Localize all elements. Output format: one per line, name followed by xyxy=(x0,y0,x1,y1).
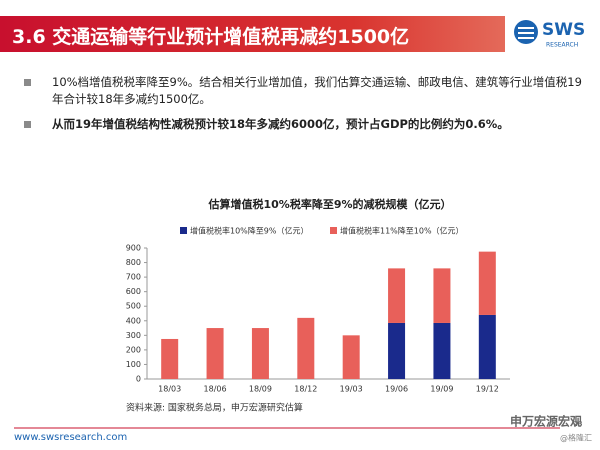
credit: @格隆汇 xyxy=(560,433,592,443)
bar-segment xyxy=(251,328,269,379)
bar-segment xyxy=(478,314,496,379)
x-tick-label: 19/03 xyxy=(340,385,363,394)
bar-segment xyxy=(342,335,360,379)
bar-segment xyxy=(388,268,406,323)
x-tick-label: 18/03 xyxy=(158,385,181,394)
y-tick-label: 400 xyxy=(126,316,141,325)
bullet-text: 10%档增值税税率降至9%。结合相关行业增加值，我们估算交通运输、邮政电信、建筑… xyxy=(52,75,582,106)
bar-segment xyxy=(297,317,315,379)
watermark: 申万宏源宏观 xyxy=(510,414,582,429)
legend-label: 增值税税率11%降至10%（亿元） xyxy=(340,226,464,236)
logo: SWS RESEARCH xyxy=(514,20,585,49)
chart-title: 估算增值税10%税率降至9%的减税规模（亿元） xyxy=(207,197,451,211)
slide-title: 3.6 交通运输等行业预计增值税再减约1500亿 xyxy=(12,26,410,48)
y-tick-label: 600 xyxy=(126,287,141,296)
y-tick-label: 700 xyxy=(126,273,141,282)
x-tick-label: 18/12 xyxy=(294,385,317,394)
bar-segment xyxy=(206,328,224,379)
footer-url: www.swsresearch.com xyxy=(14,432,127,443)
bullet: 从而19年增值税结构性减税预计较18年多减约6000亿，预计占GDP的比例约为0… xyxy=(24,116,592,133)
logo-name: SWS xyxy=(542,20,585,40)
page-number: 23 xyxy=(574,420,583,428)
logo-icon xyxy=(518,27,534,39)
legend-swatch xyxy=(180,227,187,234)
x-tick-label: 19/09 xyxy=(430,385,453,394)
source: 资料来源: 国家税务总局，申万宏源研究估算 xyxy=(126,402,303,414)
bar-segment xyxy=(433,322,451,379)
x-tick-label: 18/06 xyxy=(204,385,227,394)
y-tick-label: 200 xyxy=(126,345,141,354)
y-tick-label: 500 xyxy=(126,302,141,311)
x-tick-label: 19/12 xyxy=(476,385,499,394)
legend-label: 增值税税率10%降至9%（亿元） xyxy=(190,226,308,236)
y-tick-label: 900 xyxy=(126,244,141,253)
x-tick-label: 18/09 xyxy=(249,385,272,394)
bullet: 10%档增值税税率降至9%。结合相关行业增加值，我们估算交通运输、邮政电信、建筑… xyxy=(24,74,592,108)
bar-segment xyxy=(161,338,179,379)
bar-segment xyxy=(433,268,451,323)
y-tick-label: 300 xyxy=(126,331,141,340)
logo-sub: RESEARCH xyxy=(546,42,578,49)
y-tick-label: 800 xyxy=(126,258,141,267)
y-tick-label: 0 xyxy=(136,375,141,384)
y-tick-label: 100 xyxy=(126,360,141,369)
bar-segment xyxy=(478,251,496,315)
legend-swatch xyxy=(330,227,337,234)
bullet-text: 从而19年增值税结构性减税预计较18年多减约6000亿，预计占GDP的比例约为0… xyxy=(52,117,509,131)
header-bar xyxy=(0,16,505,52)
x-tick-label: 19/06 xyxy=(385,385,408,394)
bar-segment xyxy=(388,322,406,379)
